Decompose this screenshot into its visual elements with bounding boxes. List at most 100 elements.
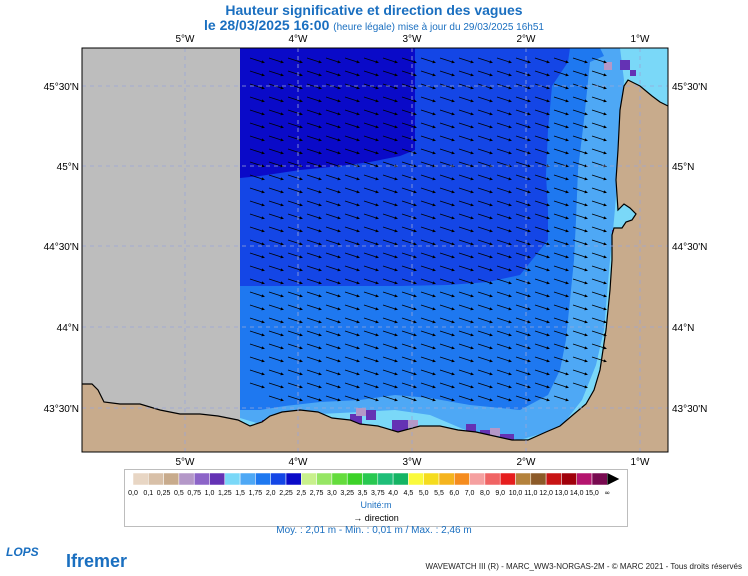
direction-arrow	[591, 239, 607, 246]
direction-arrow	[249, 317, 265, 324]
direction-arrow	[325, 135, 341, 142]
direction-arrow	[325, 200, 341, 207]
direction-arrow	[382, 83, 398, 90]
direction-arrow	[553, 278, 569, 285]
direction-arrow	[325, 57, 341, 64]
direction-arrow	[496, 356, 512, 363]
direction-arrow	[458, 343, 474, 350]
color-scale: 0,0 0,1 0,25 0,5 0,75 1,0 1,25 1,5 1,75 2,0 2,25 2,…	[128, 472, 620, 497]
direction-arrow	[477, 213, 493, 220]
direction-arrow	[401, 356, 417, 363]
direction-arrow	[420, 304, 436, 311]
direction-arrow	[420, 317, 436, 324]
direction-arrow	[344, 109, 360, 116]
direction-arrow	[553, 200, 569, 207]
direction-arrow	[363, 304, 379, 311]
direction-arrow	[287, 278, 303, 285]
legend-tick-label: 2,75	[310, 490, 324, 497]
direction-arrow	[553, 304, 569, 311]
direction-arrow	[382, 148, 398, 155]
direction-arrow	[306, 57, 322, 64]
longitude-label: 3°W	[403, 457, 423, 468]
direction-arrow	[477, 148, 493, 155]
direction-arrow	[306, 265, 322, 272]
direction-arrow	[420, 213, 436, 220]
direction-arrow	[325, 356, 341, 363]
direction-arrow	[420, 239, 436, 246]
direction-arrow	[268, 57, 284, 64]
direction-arrow	[306, 96, 322, 103]
direction-arrow	[496, 174, 512, 181]
legend-tick-label: 1,75	[249, 490, 263, 497]
direction-label: direction	[364, 513, 399, 523]
direction-arrow	[249, 57, 265, 64]
direction-arrow	[287, 70, 303, 77]
direction-arrow	[287, 174, 303, 181]
spain-land	[82, 80, 668, 452]
direction-arrow	[363, 343, 379, 350]
legend-swatch	[224, 472, 241, 486]
direction-arrow	[401, 96, 417, 103]
direction-arrow	[344, 226, 360, 233]
direction-arrow	[401, 226, 417, 233]
direction-arrow	[477, 174, 493, 181]
direction-arrow	[268, 278, 284, 285]
legend-tick-label: 1,25	[218, 490, 232, 497]
direction-arrow	[477, 395, 493, 402]
direction-arrow	[439, 278, 455, 285]
direction-arrow	[382, 343, 398, 350]
direction-arrow	[344, 278, 360, 285]
direction-arrow	[363, 317, 379, 324]
legend-swatch	[392, 472, 409, 486]
direction-arrow	[306, 356, 322, 363]
direction-arrow	[534, 395, 550, 402]
direction-arrow	[382, 330, 398, 337]
direction-arrow	[477, 109, 493, 116]
direction-arrow	[515, 200, 531, 207]
direction-arrow	[591, 317, 607, 324]
direction-arrow	[268, 343, 284, 350]
direction-arrow	[591, 291, 607, 298]
direction-arrow	[534, 148, 550, 155]
direction-arrow	[268, 356, 284, 363]
direction-arrow	[268, 304, 284, 311]
direction-arrow	[287, 239, 303, 246]
direction-arrow	[458, 187, 474, 194]
direction-arrow	[382, 278, 398, 285]
direction-arrow	[496, 317, 512, 324]
direction-arrow	[458, 109, 474, 116]
direction-arrow	[344, 395, 360, 402]
direction-arrow	[572, 57, 588, 64]
direction-arrow	[401, 83, 417, 90]
direction-arrow	[534, 330, 550, 337]
direction-arrow	[306, 174, 322, 181]
direction-arrow	[553, 213, 569, 220]
direction-arrow	[249, 187, 265, 194]
direction-arrow	[382, 369, 398, 376]
direction-arrow	[534, 356, 550, 363]
direction-arrow	[420, 252, 436, 259]
direction-arrow	[325, 122, 341, 129]
direction-arrow	[420, 96, 436, 103]
longitude-label: 5°W	[176, 457, 196, 468]
direction-arrow	[363, 57, 379, 64]
legend-tick-label: 3,5	[358, 490, 368, 497]
direction-arrow	[439, 122, 455, 129]
legend-swatch	[346, 472, 363, 486]
direction-arrow	[363, 200, 379, 207]
direction-arrow	[382, 135, 398, 142]
direction-arrow	[515, 265, 531, 272]
direction-arrow	[401, 148, 417, 155]
latitude-labels: 45°30'N 45°30'N 45°N 45°N 44°30'N 44°30'N 44°N…	[44, 82, 708, 415]
lops-logo: LOPS	[6, 545, 39, 559]
legend-tick-label: 5,0	[419, 490, 429, 497]
legend-swatch	[545, 472, 562, 486]
direction-arrow	[249, 174, 265, 181]
direction-arrow	[344, 265, 360, 272]
direction-arrow	[553, 265, 569, 272]
direction-arrow	[401, 304, 417, 311]
direction-arrow	[496, 343, 512, 350]
direction-arrow	[515, 213, 531, 220]
direction-arrow	[344, 343, 360, 350]
direction-arrow	[363, 174, 379, 181]
